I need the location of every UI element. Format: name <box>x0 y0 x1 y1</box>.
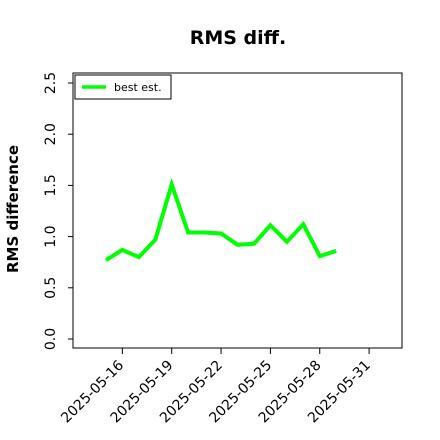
x-axis: 2025-05-162025-05-192025-05-222025-05-25… <box>58 348 374 426</box>
series-line-best-est <box>104 177 337 262</box>
series-layer <box>104 177 337 262</box>
legend: best est. <box>74 74 172 100</box>
y-tick-label: 0.5 <box>43 277 59 299</box>
chart-title: RMS diff. <box>190 27 287 49</box>
y-tick-label: 1.5 <box>43 174 59 196</box>
plot-frame <box>72 72 403 349</box>
y-axis: 0.0 0.5 1.0 1.5 2.0 2.5 <box>43 72 73 350</box>
y-tick-label: 2.5 <box>43 72 59 94</box>
y-axis-label: RMS difference <box>4 145 22 273</box>
y-tick-label: 1.0 <box>43 225 59 247</box>
y-tick-label: 0.0 <box>43 328 59 350</box>
y-tick-label: 2.0 <box>43 123 59 145</box>
legend-label: best est. <box>114 81 162 94</box>
